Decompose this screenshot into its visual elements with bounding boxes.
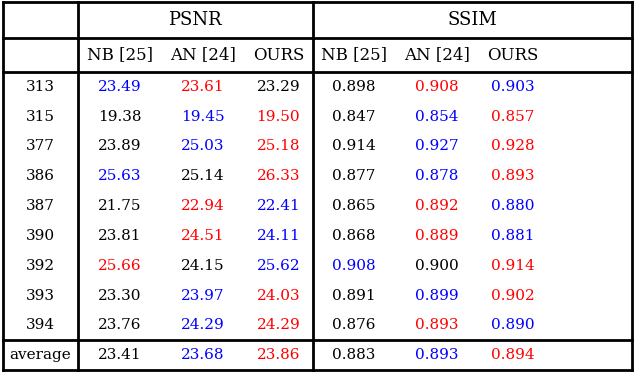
Text: 394: 394 [26, 318, 55, 333]
Text: 22.41: 22.41 [256, 199, 301, 213]
Text: 0.881: 0.881 [491, 229, 534, 243]
Text: 0.893: 0.893 [415, 318, 459, 333]
Text: 19.38: 19.38 [98, 109, 141, 124]
Text: 25.63: 25.63 [98, 169, 141, 183]
Text: 0.893: 0.893 [491, 169, 534, 183]
Text: 23.68: 23.68 [181, 348, 224, 362]
Text: 377: 377 [26, 140, 55, 153]
Text: average: average [10, 348, 72, 362]
Text: 24.03: 24.03 [257, 289, 300, 302]
Text: 0.927: 0.927 [415, 140, 459, 153]
Text: 25.03: 25.03 [181, 140, 224, 153]
Text: 26.33: 26.33 [257, 169, 300, 183]
Text: 0.878: 0.878 [415, 169, 459, 183]
Text: 0.908: 0.908 [332, 259, 376, 273]
Text: NB [25]: NB [25] [86, 46, 153, 64]
Text: 313: 313 [26, 80, 55, 94]
Text: 0.899: 0.899 [415, 289, 459, 302]
Text: 0.890: 0.890 [491, 318, 534, 333]
Text: 0.847: 0.847 [332, 109, 376, 124]
Text: AN [24]: AN [24] [170, 46, 235, 64]
Text: 24.51: 24.51 [181, 229, 224, 243]
Text: 0.880: 0.880 [491, 199, 534, 213]
Text: 23.76: 23.76 [98, 318, 141, 333]
Text: 0.891: 0.891 [332, 289, 376, 302]
Text: NB [25]: NB [25] [321, 46, 387, 64]
Text: 387: 387 [26, 199, 55, 213]
Text: 0.894: 0.894 [491, 348, 534, 362]
Text: 23.86: 23.86 [257, 348, 300, 362]
Text: OURS: OURS [487, 46, 539, 64]
Text: 22.94: 22.94 [181, 199, 224, 213]
Text: PSNR: PSNR [169, 11, 222, 29]
Text: 23.89: 23.89 [98, 140, 141, 153]
Text: 23.61: 23.61 [181, 80, 224, 94]
Text: 393: 393 [26, 289, 55, 302]
Text: 19.45: 19.45 [181, 109, 224, 124]
Text: 24.29: 24.29 [181, 318, 224, 333]
Text: 24.15: 24.15 [181, 259, 224, 273]
Text: 0.914: 0.914 [332, 140, 376, 153]
Text: 23.81: 23.81 [98, 229, 141, 243]
Text: 0.876: 0.876 [332, 318, 376, 333]
Text: 0.854: 0.854 [415, 109, 459, 124]
Text: AN [24]: AN [24] [404, 46, 470, 64]
Text: 24.11: 24.11 [256, 229, 301, 243]
Text: 23.41: 23.41 [98, 348, 141, 362]
Text: 25.14: 25.14 [181, 169, 224, 183]
Text: 0.903: 0.903 [491, 80, 534, 94]
Text: 0.900: 0.900 [415, 259, 459, 273]
Text: 0.893: 0.893 [415, 348, 459, 362]
Text: 0.914: 0.914 [491, 259, 535, 273]
Text: 25.18: 25.18 [257, 140, 300, 153]
Text: 390: 390 [26, 229, 55, 243]
Text: 0.868: 0.868 [332, 229, 376, 243]
Text: 386: 386 [26, 169, 55, 183]
Text: 23.30: 23.30 [98, 289, 141, 302]
Text: 19.50: 19.50 [257, 109, 300, 124]
Text: 0.883: 0.883 [332, 348, 376, 362]
Text: 25.62: 25.62 [257, 259, 300, 273]
Text: 24.29: 24.29 [256, 318, 301, 333]
Text: 392: 392 [26, 259, 55, 273]
Text: 0.902: 0.902 [491, 289, 535, 302]
Text: 23.49: 23.49 [98, 80, 141, 94]
Text: OURS: OURS [252, 46, 304, 64]
Text: 21.75: 21.75 [98, 199, 141, 213]
Text: 23.97: 23.97 [181, 289, 224, 302]
Text: 0.908: 0.908 [415, 80, 459, 94]
Text: 0.928: 0.928 [491, 140, 534, 153]
Text: 0.898: 0.898 [332, 80, 376, 94]
Text: 23.29: 23.29 [257, 80, 300, 94]
Text: 0.857: 0.857 [491, 109, 534, 124]
Text: 315: 315 [26, 109, 55, 124]
Text: 0.889: 0.889 [415, 229, 459, 243]
Text: 0.877: 0.877 [332, 169, 376, 183]
Text: 0.865: 0.865 [332, 199, 376, 213]
Text: 0.892: 0.892 [415, 199, 459, 213]
Text: 25.66: 25.66 [98, 259, 141, 273]
Text: SSIM: SSIM [448, 11, 497, 29]
